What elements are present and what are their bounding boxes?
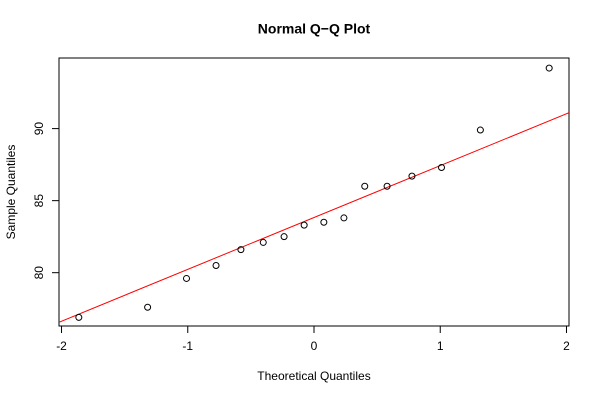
point	[300, 221, 308, 229]
y-tick-label: 85	[32, 194, 46, 208]
x-tick-label: 2	[563, 339, 570, 353]
x-axis-label: Theoretical Quantiles	[257, 369, 370, 383]
qq-line	[59, 112, 569, 323]
y-tick-label: 90	[32, 122, 46, 136]
point	[340, 214, 348, 222]
point	[476, 126, 484, 134]
point	[259, 238, 267, 246]
point	[280, 233, 288, 241]
point	[75, 313, 83, 321]
point	[545, 64, 553, 72]
y-tick-label: 80	[32, 266, 46, 280]
x-tick-label: -1	[182, 339, 193, 353]
x-tick-label: 0	[311, 339, 318, 353]
plot-frame	[58, 57, 570, 327]
point	[383, 182, 391, 190]
point	[438, 164, 445, 172]
point	[408, 172, 416, 180]
x-tick-label: -2	[56, 339, 67, 353]
point	[237, 246, 245, 254]
chart-title: Normal Q−Q Plot	[258, 21, 371, 37]
point	[144, 303, 152, 311]
y-axis-label: Sample Quantiles	[4, 145, 18, 240]
point	[361, 182, 369, 190]
x-tick-label: 1	[437, 339, 444, 353]
point	[320, 218, 328, 226]
point	[212, 261, 220, 269]
point	[183, 274, 190, 282]
